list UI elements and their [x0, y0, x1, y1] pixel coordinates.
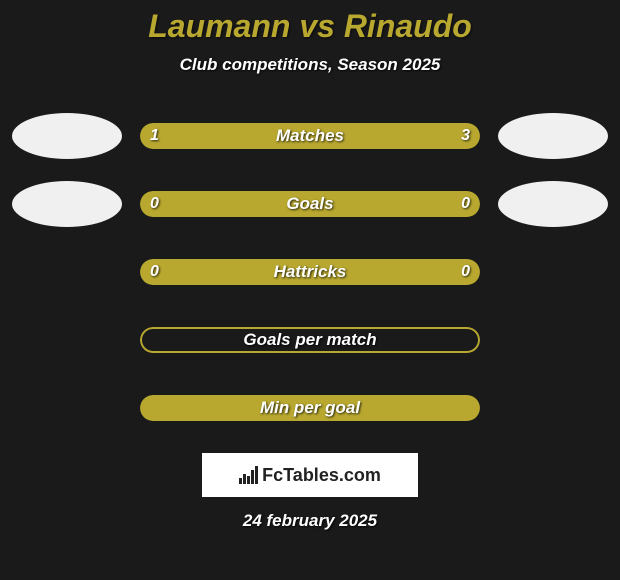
player-avatar-left — [12, 181, 122, 227]
avatar-spacer — [498, 249, 608, 295]
stat-rows: Matches13Goals00Hattricks00Goals per mat… — [0, 113, 620, 431]
stat-bar: Goals0 0 — [140, 191, 480, 217]
stat-label: Goals per match — [140, 327, 480, 353]
avatar-spacer — [12, 317, 122, 363]
player-avatar-right — [498, 113, 608, 159]
stat-bar: Goals per match — [140, 327, 480, 353]
stat-row: Goals per match — [0, 317, 620, 363]
comparison-infographic: Laumann vs Rinaudo Club competitions, Se… — [0, 0, 620, 531]
stat-bar: Hattricks0 0 — [140, 259, 480, 285]
date-label: 24 february 2025 — [0, 511, 620, 531]
avatar-spacer — [498, 385, 608, 431]
stat-row: Goals0 0 — [0, 181, 620, 227]
player-avatar-right — [498, 181, 608, 227]
stat-row: Min per goal — [0, 385, 620, 431]
avatar-spacer — [498, 317, 608, 363]
stat-label: Hattricks — [140, 259, 480, 285]
bar-chart-icon — [239, 466, 258, 484]
stat-label: Min per goal — [140, 395, 480, 421]
logo-text: FcTables.com — [262, 465, 381, 486]
stat-value-left: 0 — [150, 191, 159, 217]
page-title: Laumann vs Rinaudo — [0, 8, 620, 45]
logo-box: FcTables.com — [202, 453, 418, 497]
stat-value-right: 0 — [461, 259, 470, 285]
player-avatar-left — [12, 113, 122, 159]
stat-bar: Matches1 3 — [140, 123, 480, 149]
stat-value-right: 3 — [461, 123, 470, 149]
stat-bar: Min per goal — [140, 395, 480, 421]
stat-label: Goals — [140, 191, 480, 217]
page-subtitle: Club competitions, Season 2025 — [0, 55, 620, 75]
stat-value-left: 1 — [150, 123, 159, 149]
stat-label: Matches — [140, 123, 480, 149]
stat-value-left: 0 — [150, 259, 159, 285]
stat-row: Matches1 3 — [0, 113, 620, 159]
avatar-spacer — [12, 385, 122, 431]
stat-row: Hattricks0 0 — [0, 249, 620, 295]
avatar-spacer — [12, 249, 122, 295]
stat-value-right: 0 — [461, 191, 470, 217]
